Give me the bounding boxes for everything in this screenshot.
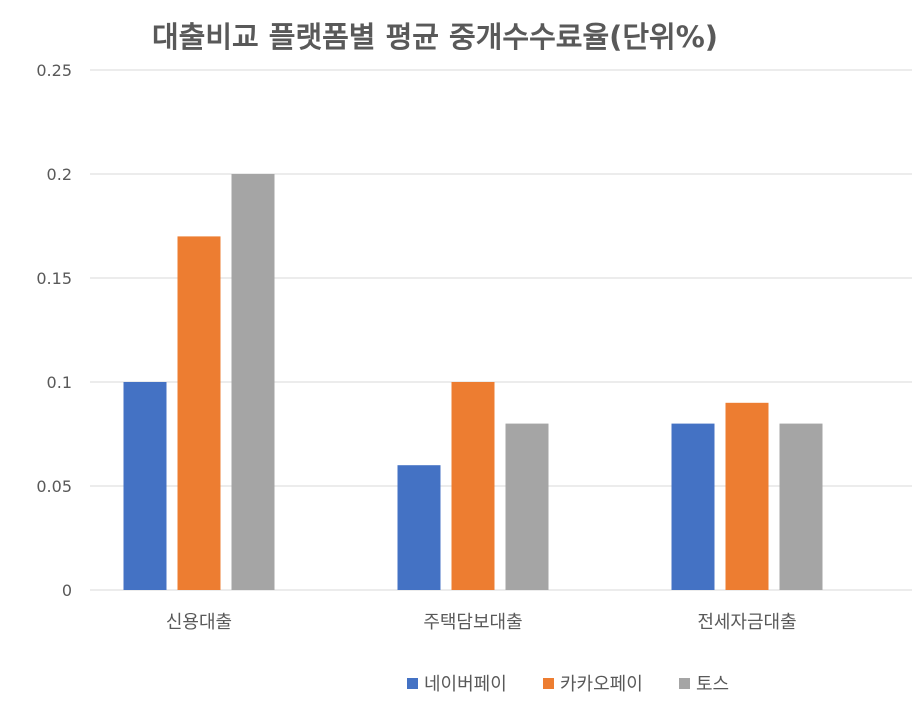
y-tick-label: 0.15 (36, 269, 72, 288)
legend: 네이버페이 카카오페이 토스 (407, 674, 729, 695)
bar (505, 423, 549, 590)
y-tick-label: 0.25 (36, 61, 72, 80)
x-category-label: 신용대출 (166, 612, 232, 633)
gridlines (90, 69, 912, 591)
y-tick-label: 0 (62, 581, 72, 600)
y-axis-ticks: 0 0.05 0.1 0.15 0.2 0.25 (36, 61, 72, 600)
bar (397, 465, 441, 590)
bar (671, 423, 715, 590)
legend-swatch (679, 678, 690, 689)
x-category-label: 전세자금대출 (697, 612, 796, 633)
legend-swatch (407, 678, 418, 689)
legend-label: 네이버페이 (424, 674, 507, 695)
bar (451, 382, 495, 590)
chart-title: 대출비교 플랫폼별 평균 중개수수료율(단위%) (152, 20, 718, 54)
bar (725, 402, 769, 590)
bar (231, 174, 275, 590)
y-tick-label: 0.1 (47, 373, 72, 392)
bar (779, 423, 823, 590)
legend-swatch (543, 678, 554, 689)
bars (123, 174, 823, 590)
x-axis-categories: 신용대출 주택담보대출 전세자금대출 (166, 612, 797, 633)
y-tick-label: 0.2 (47, 165, 72, 184)
bar (123, 382, 167, 590)
bar (177, 236, 221, 590)
y-tick-label: 0.05 (36, 477, 72, 496)
x-category-label: 주택담보대출 (423, 612, 522, 633)
legend-label: 카카오페이 (560, 674, 643, 695)
legend-label: 토스 (696, 674, 729, 695)
